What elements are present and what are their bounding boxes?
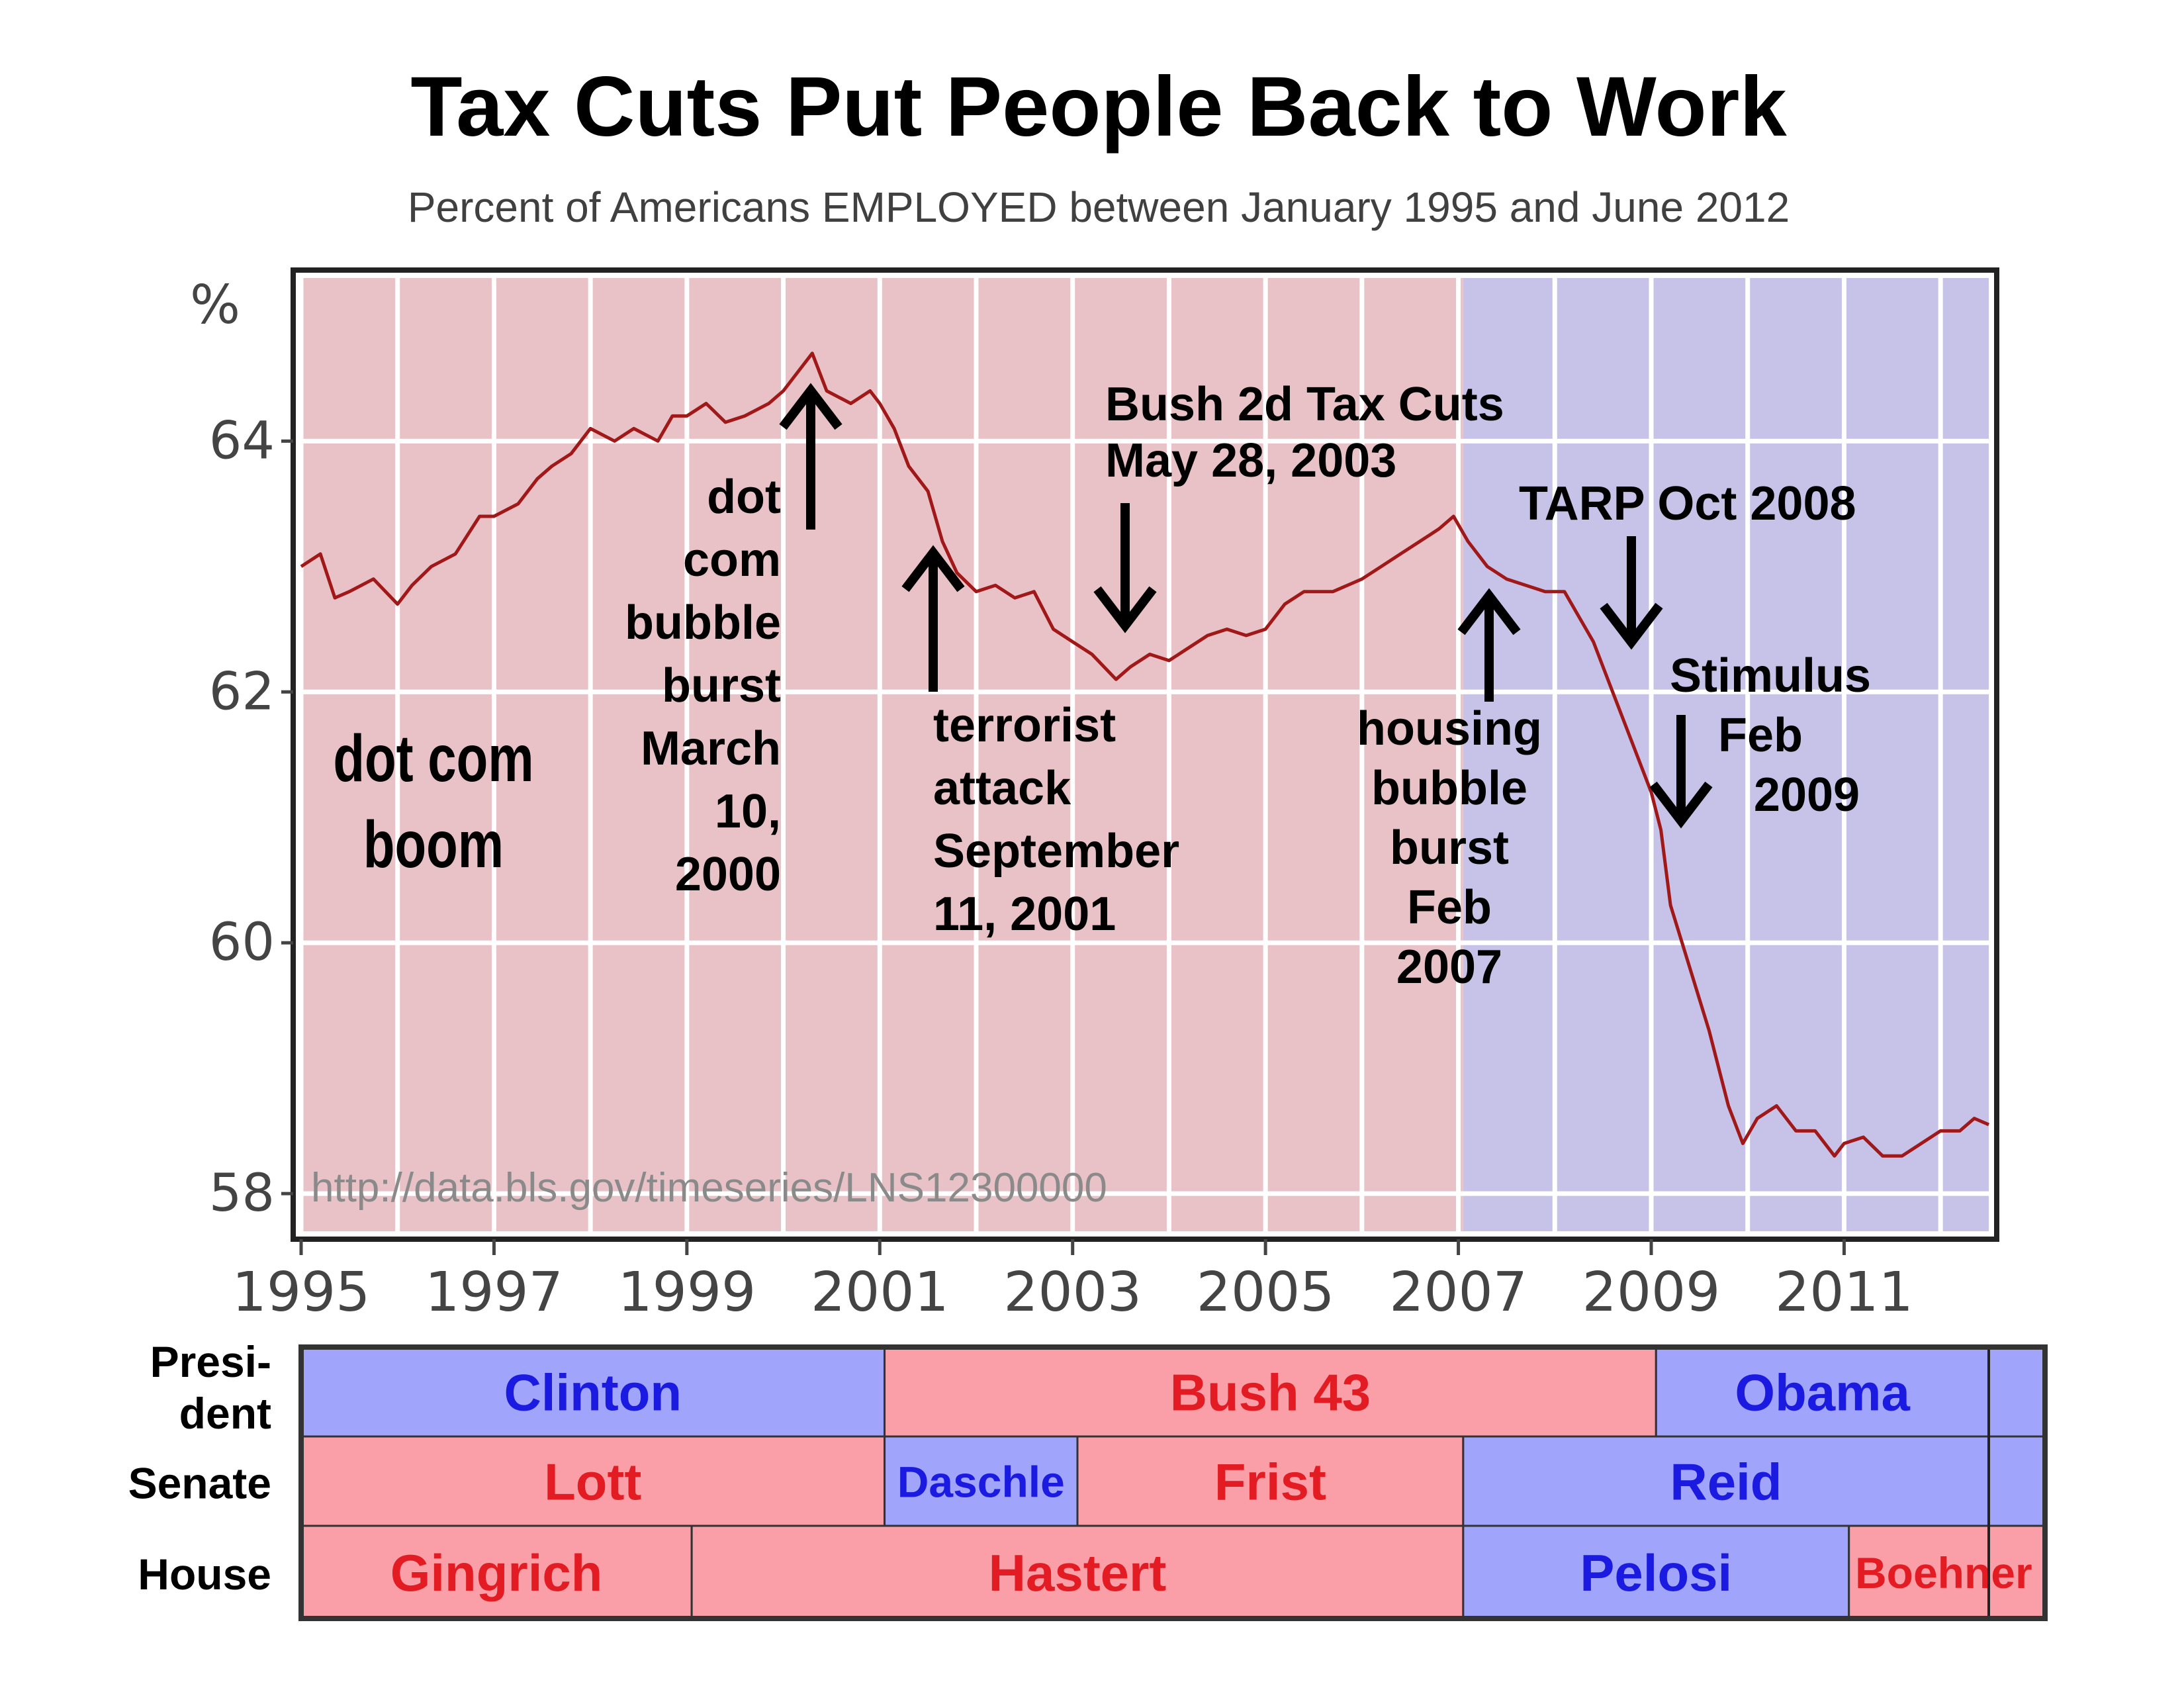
row-label-line: Presi- <box>150 1337 271 1386</box>
control-table-reid-label: Reid <box>1670 1453 1782 1511</box>
control-table-cell <box>1076 1435 1465 1527</box>
annotation-dotcom-burst: dot com bubble burst March 10, 2000 <box>625 471 781 901</box>
control-table-cell <box>300 1435 886 1527</box>
control-table-daschle-label: Daschle <box>897 1458 1065 1507</box>
annotation-line: September <box>933 825 1179 878</box>
chart-title: Tax Cuts Put People Back to Work <box>410 60 1787 154</box>
annotation-line: bubble <box>1371 762 1527 815</box>
annotation-arrowhead <box>1600 602 1663 650</box>
control-table-hastert-label: Hastert <box>989 1544 1167 1602</box>
control-table-clinton-label: Clinton <box>504 1364 682 1422</box>
annotation-arrowhead <box>779 383 842 430</box>
y-tick-label: 58 <box>209 1164 275 1223</box>
control-table-lott-label: Lott <box>544 1453 641 1511</box>
annotation-terrorist: terrorist attack September 11, 2001 <box>933 699 1179 941</box>
annotation-bush-tax: Bush 2d Tax Cuts May 28, 2003 <box>1105 378 1504 487</box>
control-table-cell <box>300 1346 886 1438</box>
control-table-pelosi-label: Pelosi <box>1580 1544 1732 1602</box>
annotation-line: boom <box>363 808 504 882</box>
x-tick-label: 2003 <box>1003 1261 1142 1324</box>
x-tick-label: 2009 <box>1582 1261 1721 1324</box>
control-table-row-label: House <box>138 1550 271 1599</box>
annotation-line: Bush 2d Tax Cuts <box>1105 378 1504 431</box>
x-tick-label: 2011 <box>1775 1261 1913 1324</box>
annotation-arrowhead <box>1649 781 1713 829</box>
plot-area: 58 60 62 64 1995 1997 1999 2001 2003 2005 2007 2009… <box>209 267 1999 1324</box>
x-tick-label: 1997 <box>425 1261 563 1324</box>
y-tick-label: 60 <box>209 913 275 972</box>
control-table-cell <box>300 1524 693 1620</box>
annotation-dotcom-boom: dot com boom <box>333 722 533 882</box>
annotation-line: bubble <box>625 596 781 649</box>
chart-subtitle: Percent of Americans EMPLOYED between Ja… <box>408 183 1790 231</box>
control-table-gingrich-label: Gingrich <box>390 1544 603 1602</box>
annotation-line: Feb <box>1407 881 1492 934</box>
plot-frame <box>291 267 1999 1242</box>
x-tick-label: 2007 <box>1389 1261 1527 1324</box>
control-table-bush-43-label: Bush 43 <box>1170 1364 1371 1422</box>
annotation-line: Stimulus <box>1670 649 1871 702</box>
annotation-tarp: TARP Oct 2008 <box>1519 477 1856 530</box>
x-tick-label: 2005 <box>1197 1261 1335 1324</box>
annotation-housing: housing bubble burst Feb 2007 <box>1357 702 1542 994</box>
control-table-boehner-label: Boehner <box>1855 1548 2032 1597</box>
y-tick-label: 64 <box>209 411 275 471</box>
control-table: Clinton Bush 43 Obama Presi-dent Lott Daschle… <box>128 1337 2048 1621</box>
annotation-line: 2009 <box>1754 769 1860 821</box>
annotation-line: March <box>641 722 781 775</box>
row-label-line: Senate <box>128 1459 271 1508</box>
control-table-cell <box>884 1435 1079 1527</box>
row-label-line: dent <box>179 1389 271 1438</box>
annotation-line: 11, 2001 <box>933 888 1116 941</box>
annotation-line: 2000 <box>675 848 781 901</box>
row-label-line: House <box>138 1550 271 1599</box>
annotation-line: dot com <box>333 722 533 796</box>
control-table-cell <box>1655 1346 2046 1438</box>
annotation-line: 2007 <box>1396 941 1502 994</box>
x-tick-label: 2001 <box>811 1261 949 1324</box>
annotation-line: terrorist <box>933 699 1116 752</box>
annotation-line: 10, <box>715 785 781 838</box>
control-table-frist-label: Frist <box>1214 1453 1326 1511</box>
x-tick-label: 1999 <box>618 1261 756 1324</box>
annotation-arrowhead <box>901 545 965 592</box>
control-table-frame <box>298 1344 2048 1621</box>
control-table-obama-label: Obama <box>1735 1364 1910 1422</box>
annotations: dot com boom dot com bubble burst March 10, 2000… <box>333 378 1871 994</box>
control-table-row-label: Presi-dent <box>150 1337 271 1438</box>
annotation-line: burst <box>662 659 781 712</box>
annotation-arrowhead <box>1457 588 1521 635</box>
annotation-stimulus: Stimulus Feb 2009 <box>1670 649 1871 821</box>
control-table-row-label: Senate <box>128 1459 271 1508</box>
annotation-line: attack <box>933 762 1071 815</box>
party-shading-band <box>1463 278 1989 1231</box>
annotation-line: TARP Oct 2008 <box>1519 477 1856 530</box>
y-tick-label: 62 <box>209 662 275 722</box>
employment-series-line <box>300 352 1989 1158</box>
y-axis-unit-label: % <box>190 274 240 336</box>
source-url-label: http://data.bls.gov/timeseries/LNS123000… <box>311 1165 1107 1211</box>
annotation-line: burst <box>1390 821 1509 874</box>
annotation-line: dot <box>707 471 781 524</box>
annotation-line: Feb <box>1718 709 1803 762</box>
annotation-line: com <box>683 534 781 586</box>
control-table-cell <box>1462 1524 1850 1620</box>
annotation-line: housing <box>1357 702 1542 755</box>
annotation-line: May 28, 2003 <box>1105 434 1396 487</box>
annotation-arrowhead <box>1093 586 1157 633</box>
x-tick-label: 1995 <box>232 1261 371 1324</box>
